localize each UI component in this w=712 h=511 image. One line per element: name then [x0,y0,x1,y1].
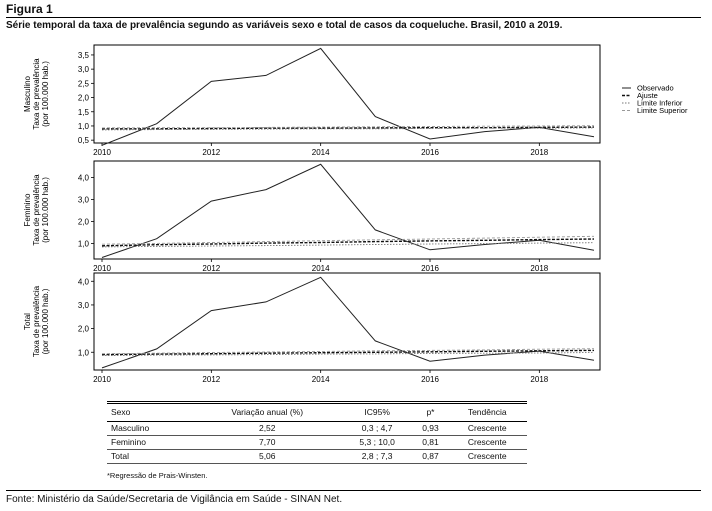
y-tick-label: 2,0 [78,325,90,334]
table-cell: 0,93 [413,421,448,436]
y-tick-label: 3,5 [78,51,90,60]
series-line-limite-inferior [101,352,595,357]
table-cell: 7,70 [193,435,341,450]
y-axis-label: (por 100.000 hab.) [41,177,50,243]
y-axis-label: (por 100.000 hab.) [41,288,50,354]
series-line-limite-inferior [101,242,595,248]
series-line-ajuste [101,238,595,247]
x-tick-label: 2016 [421,375,439,384]
y-axis-label: (por 100.000 hab.) [41,61,50,127]
y-axis-label: Taxa de prevalência [32,58,41,130]
table-header-cell: Tendência [447,403,527,422]
source-rule [6,490,701,491]
y-tick-label: 3,0 [78,196,90,205]
x-tick-label: 2016 [421,148,439,157]
y-tick-label: 2,5 [78,79,90,88]
table-cell: Crescente [447,449,527,464]
panel-frame [93,160,601,260]
y-tick-label: 2,0 [78,94,90,103]
series-line-observado [101,276,595,369]
table-cell: 2,52 [193,421,341,436]
top-rule [6,17,701,18]
x-tick-label: 2010 [93,148,111,157]
legend-label: Ajuste [637,91,658,100]
table-header-cell: Variação anual (%) [193,403,341,422]
legend-label: Observado [637,84,674,93]
y-axis-label: Taxa de prevalência [32,285,41,357]
table-header-row: Sexo Variação anual (%) IC95% p* Tendênc… [107,403,527,422]
y-axis-label: Taxa de prevalência [32,174,41,246]
y-tick-label: 4,0 [78,174,90,183]
y-tick-label: 4,0 [78,277,90,286]
table-cell: 2,8 ; 7,3 [340,449,414,464]
table-cell: 0,3 ; 4,7 [340,421,414,436]
table-top-rule [107,401,527,402]
table-row: Feminino 7,70 5,3 ; 10,0 0,81 Crescente [107,435,527,450]
table-row: Total 5,06 2,8 ; 7,3 0,87 Crescente [107,449,527,464]
x-tick-label: 2010 [93,264,111,273]
stats-table-container: Sexo Variação anual (%) IC95% p* Tendênc… [107,401,527,464]
source-note: Fonte: Ministério da Saúde/Secretaria de… [6,494,343,505]
table-row: Masculino 2,52 0,3 ; 4,7 0,93 Crescente [107,421,527,436]
legend-label: Limite Inferior [637,99,683,108]
x-tick-label: 2018 [530,375,548,384]
y-axis-label: Total [23,313,32,330]
series-line-limite-superior [101,348,595,355]
series-line-observado [101,47,595,146]
table-header-cell: p* [413,403,448,422]
table-cell: 0,81 [413,435,448,450]
x-tick-label: 2018 [530,148,548,157]
table-header-cell: Sexo [107,403,194,422]
y-axis-label: Masculino [23,75,32,112]
y-axis-label: Feminino [23,193,32,226]
table-footnote: *Regressão de Prais-Winsten. [107,471,208,480]
y-tick-label: 2,0 [78,218,90,227]
y-tick-label: 1,0 [78,240,90,249]
table-cell: Masculino [107,421,194,436]
x-tick-label: 2016 [421,264,439,273]
y-tick-label: 1,0 [78,122,90,131]
series-line-ajuste [101,349,595,356]
table-cell: Total [107,449,194,464]
charts-svg: 0,5 1,0 1,5 2,0 2,5 3,0 3,5 2010 2012 2014 2016 201… [23,44,688,384]
x-tick-label: 2012 [202,148,220,157]
x-tick-label: 2014 [312,148,330,157]
series-line-ajuste [102,126,595,130]
figure-label: Figura 1 [6,2,53,16]
table-cell: 0,87 [413,449,448,464]
panel-frame [93,272,601,371]
x-tick-label: 2014 [312,264,330,273]
series-line-limite-inferior [101,127,595,131]
legend-label: Limite Superior [637,106,688,115]
y-tick-label: 1,0 [78,348,90,357]
table-cell: 5,3 ; 10,0 [340,435,414,450]
x-tick-label: 2014 [312,375,330,384]
x-tick-label: 2018 [530,264,548,273]
y-tick-label: 3,0 [78,65,90,74]
series-line-limite-superior [101,125,595,129]
series-line-limite-superior [101,235,595,245]
stats-table: Sexo Variação anual (%) IC95% p* Tendênc… [107,403,527,464]
table-header-cell: IC95% [340,403,414,422]
y-tick-label: 1,5 [78,108,90,117]
series-line-observado [101,163,595,258]
figure-title: Série temporal da taxa de prevalência se… [6,20,563,31]
y-tick-label: 3,0 [78,301,90,310]
table-cell: Feminino [107,435,194,450]
x-tick-label: 2010 [93,375,111,384]
panel-frame [93,44,601,144]
table-cell: Crescente [447,421,527,436]
y-tick-label: 0,5 [78,136,90,145]
table-cell: Crescente [447,435,527,450]
x-tick-label: 2012 [202,375,220,384]
table-cell: 5,06 [193,449,341,464]
x-tick-label: 2012 [202,264,220,273]
